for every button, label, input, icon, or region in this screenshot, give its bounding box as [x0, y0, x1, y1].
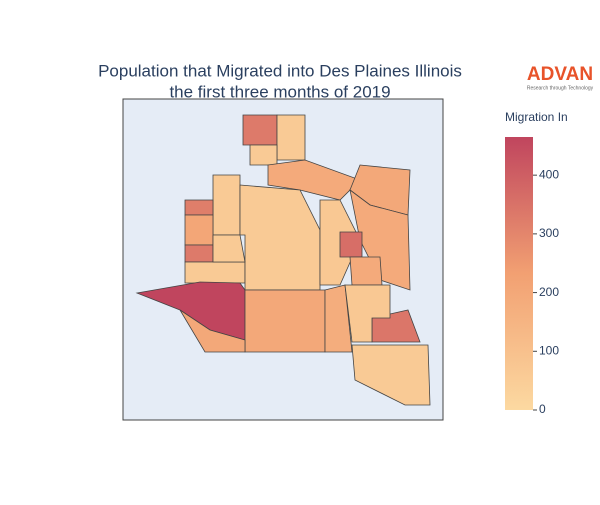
- chart-title: Population that Migrated into Des Plaine…: [98, 61, 462, 80]
- region: [344, 284, 391, 343]
- region: [249, 144, 278, 166]
- chart-title: the first three months of 2019: [169, 82, 390, 101]
- region: [324, 284, 353, 353]
- colorbar-tick-label: 400: [539, 167, 559, 181]
- region: [212, 174, 241, 236]
- region: [339, 231, 363, 258]
- regions: [135, 114, 431, 406]
- region: [351, 344, 431, 406]
- colorbar-title: Migration In: [505, 110, 568, 124]
- region: [179, 309, 246, 353]
- region: [184, 244, 214, 263]
- region: [184, 199, 214, 216]
- region: [184, 214, 214, 246]
- colorbar-tick-label: 200: [539, 285, 559, 299]
- colorbar-tick-label: 300: [539, 226, 559, 240]
- colorbar: [505, 137, 533, 410]
- logo-tagline: Research through Technology: [527, 85, 594, 91]
- colorbar-tick-label: 100: [539, 343, 559, 357]
- region: [184, 261, 246, 284]
- region: [276, 114, 306, 161]
- region: [242, 114, 278, 146]
- region: [212, 234, 246, 263]
- colorbar-tick-label: 0: [539, 402, 546, 416]
- region: [349, 256, 383, 286]
- logo: ADVAN: [527, 64, 593, 85]
- region: [244, 289, 326, 353]
